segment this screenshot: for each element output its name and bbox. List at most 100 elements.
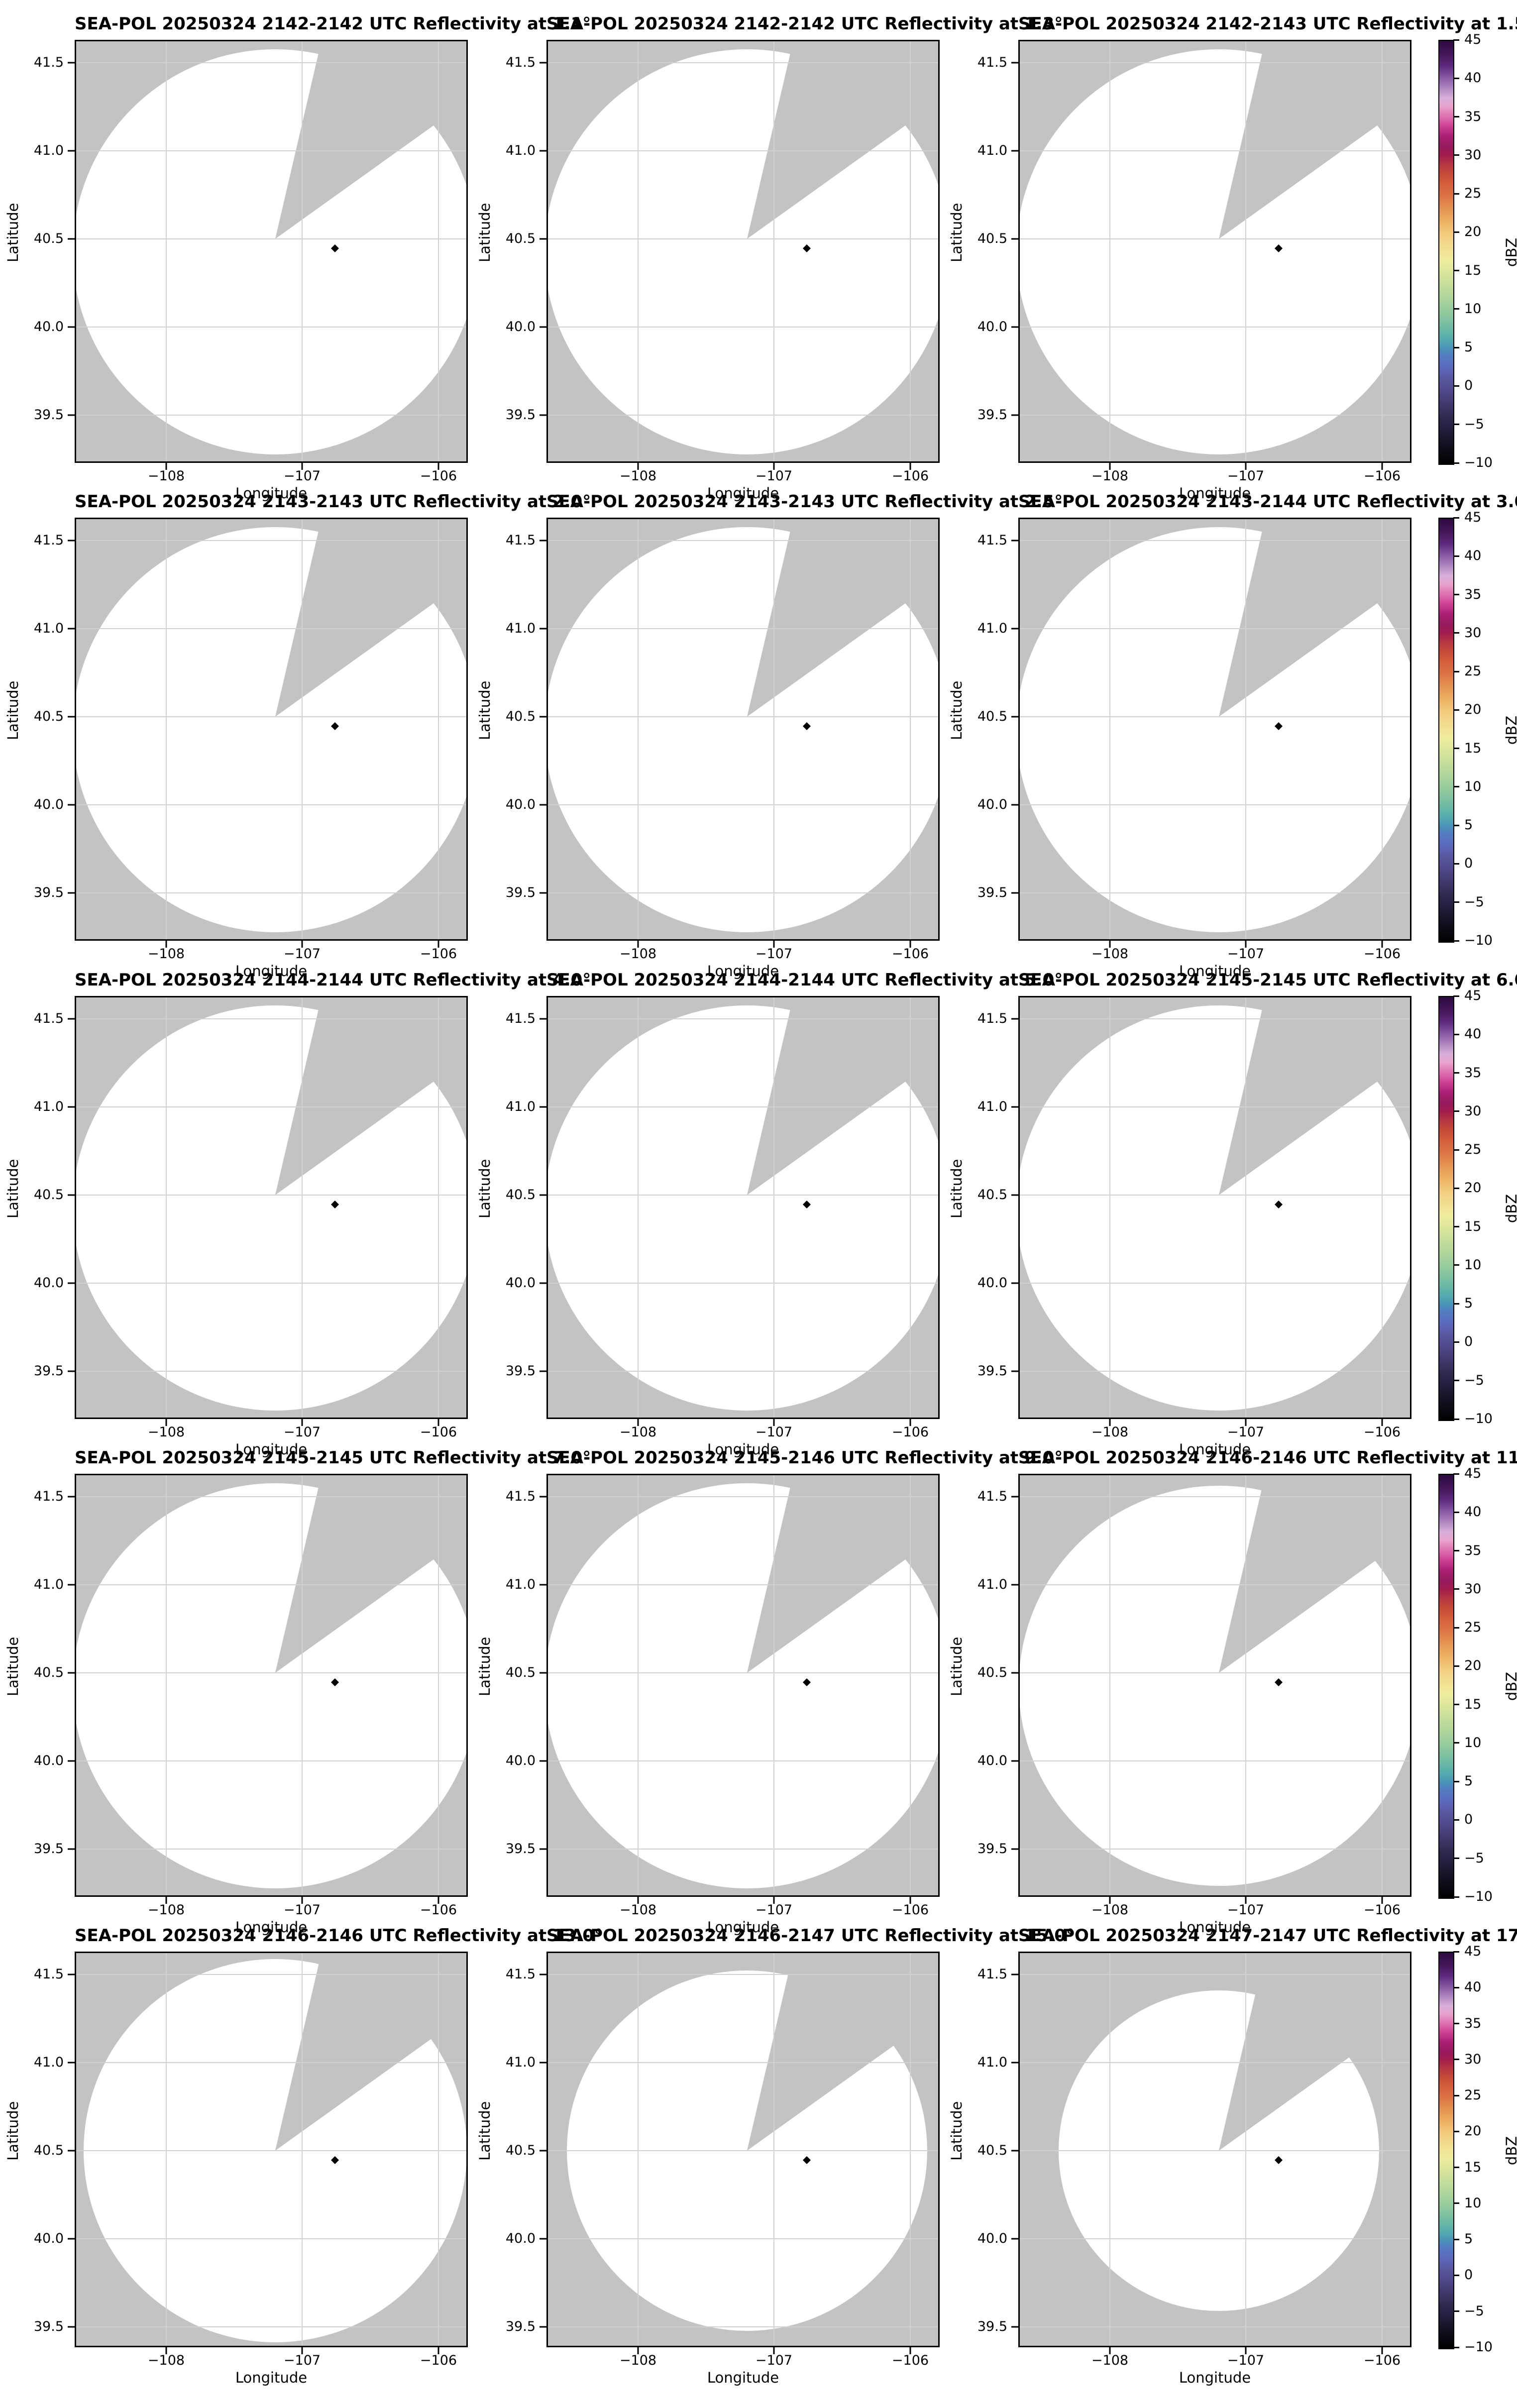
y-tick-label: 39.5 bbox=[33, 1363, 64, 1379]
y-tick-label: 41.0 bbox=[505, 621, 536, 636]
y-tick-label: 40.5 bbox=[33, 1187, 64, 1203]
y-tick-label: 39.5 bbox=[505, 2319, 536, 2334]
colorbar bbox=[1438, 40, 1454, 465]
x-tick-label: −106 bbox=[891, 946, 929, 962]
y-tick-label: 40.5 bbox=[505, 709, 536, 724]
ppi-panel: SEA-POL 20250324 2146-2146 UTC Reflectiv… bbox=[944, 1434, 1517, 1936]
x-tick-label: −106 bbox=[1363, 946, 1401, 962]
y-tick-label: 40.5 bbox=[977, 1665, 1007, 1680]
colorbar-tick-label: 15 bbox=[1464, 1218, 1482, 1234]
blocked-sector-wedge bbox=[747, 40, 940, 239]
plot-svg bbox=[540, 40, 940, 470]
axis-spine bbox=[1018, 518, 1411, 941]
panel-title: SEA-POL 20250324 2146-2147 UTC Reflectiv… bbox=[546, 1926, 1075, 1946]
colorbar-tick bbox=[1453, 995, 1459, 997]
colorbar-tick bbox=[1453, 786, 1459, 788]
y-tick-label: 39.5 bbox=[977, 2319, 1007, 2334]
colorbar-tick-label: 5 bbox=[1464, 1773, 1473, 1789]
x-tick-label: −107 bbox=[755, 1902, 793, 1918]
colorbar-tick-label: 0 bbox=[1464, 1812, 1473, 1828]
y-tick-label: 40.0 bbox=[977, 319, 1007, 334]
colorbar-tick-label: 10 bbox=[1464, 301, 1482, 317]
blocked-sector-wedge bbox=[275, 996, 468, 1195]
x-tick-label: −106 bbox=[891, 1902, 929, 1918]
x-tick-label: −107 bbox=[283, 1424, 321, 1440]
ppi-panel: SEA-POL 20250324 2143-2143 UTC Reflectiv… bbox=[472, 478, 1063, 980]
x-tick-label: −108 bbox=[619, 1424, 657, 1440]
colorbar-unit-label: dBZ bbox=[1503, 2136, 1517, 2165]
y-tick-label: 40.5 bbox=[977, 2143, 1007, 2158]
x-tick-label: −107 bbox=[1227, 1424, 1265, 1440]
y-tick-label: 39.5 bbox=[33, 407, 64, 423]
colorbar-unit-label: dBZ bbox=[1503, 1671, 1517, 1701]
x-tick-label: −108 bbox=[147, 946, 185, 962]
y-tick-label: 41.5 bbox=[33, 1489, 64, 1504]
colorbar-tick-label: −10 bbox=[1464, 1889, 1493, 1904]
y-tick-label: 41.0 bbox=[977, 2055, 1007, 2070]
colorbar bbox=[1438, 996, 1454, 1421]
radar-site-marker bbox=[331, 1678, 339, 1686]
ppi-panel: SEA-POL 20250324 2142-2142 UTC Reflectiv… bbox=[0, 0, 591, 502]
blocked-sector-wedge bbox=[747, 996, 940, 1195]
ppi-panel: SEA-POL 20250324 2143-2143 UTC Reflectiv… bbox=[0, 478, 591, 980]
y-tick-label: 39.5 bbox=[977, 885, 1007, 900]
colorbar-tick bbox=[1453, 632, 1459, 634]
colorbar-tick bbox=[1453, 1550, 1459, 1552]
y-tick-label: 41.0 bbox=[505, 2055, 536, 2070]
y-tick-label: 40.5 bbox=[977, 231, 1007, 246]
colorbar-tick-label: 20 bbox=[1464, 702, 1482, 718]
panel-title: SEA-POL 20250324 2142-2143 UTC Reflectiv… bbox=[1018, 14, 1517, 34]
colorbar-tick-label: −10 bbox=[1464, 2339, 1493, 2355]
y-tick-label: 39.5 bbox=[977, 407, 1007, 423]
axis-spine bbox=[75, 1474, 468, 1897]
colorbar-tick bbox=[1453, 2094, 1459, 2096]
colorbar-tick bbox=[1453, 1704, 1459, 1706]
colorbar-tick bbox=[1453, 2346, 1459, 2348]
colorbar-tick-label: −5 bbox=[1464, 894, 1484, 910]
longitude-axis-label: Longitude bbox=[235, 1441, 308, 1458]
colorbar-tick-label: 35 bbox=[1464, 2015, 1482, 2031]
colorbar-tick bbox=[1453, 709, 1459, 711]
axis-spine bbox=[546, 1474, 940, 1897]
x-tick-label: −108 bbox=[147, 1424, 185, 1440]
colorbar-tick bbox=[1453, 2167, 1459, 2169]
x-tick-label: −106 bbox=[420, 946, 457, 962]
panel-title: SEA-POL 20250324 2142-2142 UTC Reflectiv… bbox=[546, 14, 1063, 34]
panel-title: SEA-POL 20250324 2146-2146 UTC Reflectiv… bbox=[1018, 1448, 1517, 1468]
y-tick-label: 40.5 bbox=[505, 231, 536, 246]
colorbar-tick-label: 10 bbox=[1464, 778, 1482, 794]
y-tick-label: 41.0 bbox=[33, 621, 64, 636]
ppi-panel: SEA-POL 20250324 2146-2147 UTC Reflectiv… bbox=[472, 1912, 1075, 2386]
ppi-panel: SEA-POL 20250324 2144-2144 UTC Reflectiv… bbox=[0, 956, 591, 1458]
plot-svg bbox=[540, 996, 940, 1426]
x-tick-label: −106 bbox=[420, 2353, 457, 2368]
colorbar-tick bbox=[1453, 39, 1459, 41]
radar-site-marker bbox=[1275, 1201, 1283, 1208]
colorbar-tick-label: 25 bbox=[1464, 1620, 1482, 1636]
colorbar-tick bbox=[1453, 424, 1459, 426]
colorbar bbox=[1438, 518, 1454, 943]
axis-spine bbox=[546, 40, 940, 463]
y-tick-label: 41.0 bbox=[505, 1577, 536, 1592]
radar-site-marker bbox=[803, 1201, 811, 1208]
colorbar-tick-label: 20 bbox=[1464, 224, 1482, 240]
colorbar-tick bbox=[1453, 1511, 1459, 1513]
y-tick-label: 40.5 bbox=[505, 1187, 536, 1203]
colorbar-tick bbox=[1453, 116, 1459, 118]
colorbar-tick bbox=[1453, 824, 1459, 826]
plot-svg bbox=[1011, 1952, 1411, 2354]
axis-spine bbox=[75, 40, 468, 463]
plot-svg bbox=[540, 518, 940, 948]
y-tick-label: 39.5 bbox=[33, 885, 64, 900]
colorbar-tick bbox=[1453, 385, 1459, 387]
blocked-sector-wedge bbox=[275, 1474, 468, 1673]
colorbar-tick-label: 10 bbox=[1464, 1735, 1482, 1751]
colorbar bbox=[1438, 1952, 1454, 2349]
colorbar-tick bbox=[1453, 270, 1459, 272]
y-tick-label: 39.5 bbox=[505, 407, 536, 423]
colorbar-tick-label: 30 bbox=[1464, 625, 1482, 641]
y-tick-label: 41.5 bbox=[977, 533, 1007, 548]
colorbar-tick bbox=[1453, 2274, 1459, 2276]
panel-title: SEA-POL 20250324 2143-2143 UTC Reflectiv… bbox=[75, 492, 591, 512]
y-tick-label: 41.5 bbox=[977, 55, 1007, 70]
